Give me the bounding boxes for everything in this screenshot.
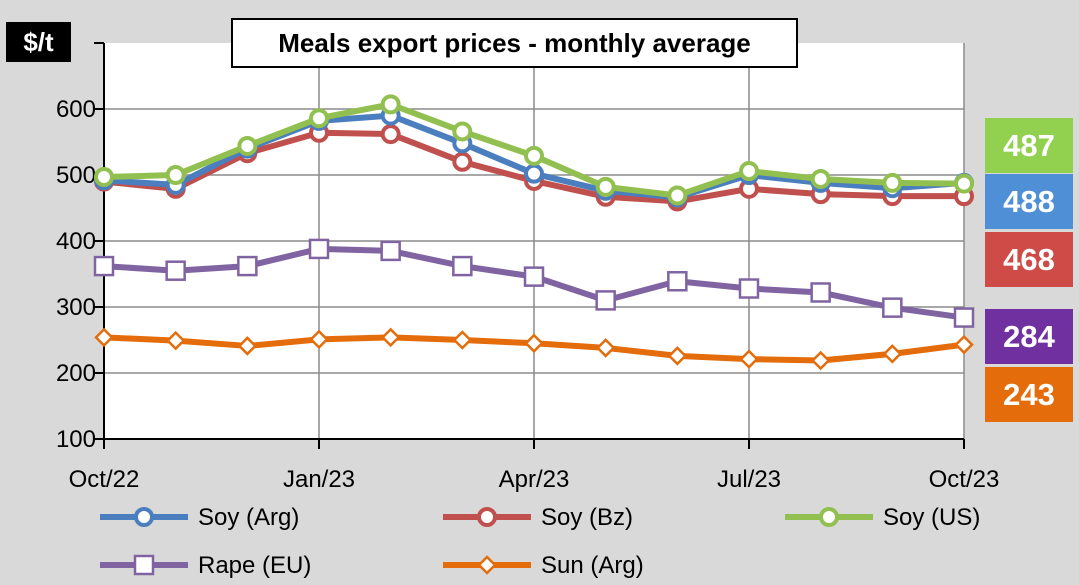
data-point-sun-arg: [452, 330, 473, 350]
title-box: [231, 18, 798, 68]
data-point-rape-eu: [165, 260, 186, 281]
data-point-sun-arg: [667, 346, 688, 366]
legend-label: Soy (Arg): [198, 504, 299, 531]
data-point-rape-eu: [738, 278, 760, 299]
tick-labels: 100 200 300 400 500 600 Oct/22 Jan/23 Apr/23 Jul/…: [56, 96, 999, 493]
data-point-soy-us: [94, 166, 114, 187]
end-badge-box: [985, 232, 1073, 287]
legend-label: Soy (Bz): [541, 504, 633, 531]
legend-marker: [477, 555, 497, 575]
end-badge-value: 487: [1003, 128, 1055, 163]
data-point-sun-arg: [882, 344, 903, 364]
legend: Soy (Arg) Soy (Bz) Soy (US) Rape (EU) Sun (A…: [100, 504, 980, 579]
data-point-soy-us: [309, 108, 329, 129]
data-point-soy-us: [237, 135, 258, 156]
data-point-rape-eu: [308, 238, 330, 260]
series-lines: [93, 94, 975, 371]
end-badge: 468: [985, 232, 1073, 287]
y-tick-label: 200: [56, 360, 96, 387]
y-tick-label: 100: [56, 426, 96, 453]
end-badge-box: [985, 118, 1073, 173]
data-point-rape-eu: [667, 271, 688, 292]
x-tick-label: Oct/22: [69, 466, 140, 493]
data-point-sun-arg: [954, 334, 974, 355]
data-point-soy-us: [882, 172, 903, 193]
data-point-rape-eu: [523, 266, 545, 287]
data-point-sun-arg: [595, 338, 616, 358]
data-point-sun-arg: [380, 327, 401, 348]
unit-label: $/t: [23, 27, 54, 57]
x-tick-label: Jul/23: [717, 466, 781, 493]
data-point-soy-us: [524, 145, 544, 166]
data-point-soy-bz: [452, 151, 473, 172]
data-point-rape-eu: [810, 282, 831, 303]
y-tick-label: 300: [56, 294, 96, 321]
data-point-soy-us: [667, 185, 688, 206]
data-point-soy-us: [165, 165, 186, 185]
x-tick-label: Oct/23: [929, 466, 1000, 493]
end-badge-box: [985, 367, 1073, 422]
end-badge-value: 284: [1003, 319, 1055, 354]
end-value-badges: 487 488 468 284 243: [985, 118, 1073, 422]
y-tick-label: 600: [56, 96, 96, 123]
x-tick-label: Apr/23: [499, 466, 570, 493]
data-point-sun-arg: [94, 327, 114, 348]
data-point-soy-us: [954, 173, 974, 194]
data-point-soy-us: [739, 161, 759, 182]
data-point-sun-arg: [810, 350, 831, 371]
legend-item-soy-arg: Soy (Arg): [100, 504, 299, 531]
legend-item-rape-eu: Rape (EU): [100, 552, 311, 579]
data-point-rape-eu: [452, 255, 473, 277]
end-badge-box: [985, 309, 1073, 364]
end-badge-value: 488: [1003, 184, 1055, 219]
y-tick-label: 500: [56, 162, 96, 189]
axes: [94, 42, 965, 449]
end-badge-value: 468: [1003, 242, 1055, 277]
data-point-rape-eu: [93, 255, 115, 277]
data-point-sun-arg: [309, 329, 329, 350]
legend-item-soy-bz: Soy (Bz): [443, 504, 633, 531]
data-point-soy-us: [595, 176, 616, 197]
legend-item-sun-arg: Sun (Arg): [443, 552, 644, 579]
legend-marker: [134, 507, 154, 527]
data-point-rape-eu: [380, 240, 401, 262]
legend-label: Sun (Arg): [541, 552, 644, 579]
data-point-rape-eu: [882, 297, 903, 318]
data-point-sun-arg: [524, 333, 544, 354]
legend-label: Rape (EU): [198, 552, 311, 579]
unit-box: [6, 22, 71, 62]
data-point-soy-us: [810, 168, 831, 189]
chart-title: Meals export prices - monthly average: [278, 28, 751, 58]
end-badge-box: [985, 174, 1073, 229]
data-point-soy-arg: [524, 163, 544, 184]
x-tick-label: Jan/23: [283, 466, 355, 493]
y-tick-label: 400: [56, 228, 96, 255]
end-badge: 284: [985, 309, 1073, 364]
data-point-sun-arg: [237, 336, 258, 356]
data-point-soy-us: [380, 94, 401, 115]
data-point-rape-eu: [953, 307, 975, 328]
data-point-soy-bz: [380, 124, 401, 145]
legend-marker: [819, 507, 839, 527]
end-badge: 487: [985, 118, 1073, 173]
end-badge: 243: [985, 367, 1073, 422]
legend-marker: [133, 554, 155, 576]
data-point-sun-arg: [739, 349, 759, 369]
legend-marker: [477, 507, 497, 527]
legend-item-soy-us: Soy (US): [785, 504, 980, 531]
data-point-soy-us: [452, 121, 473, 142]
data-point-rape-eu: [595, 290, 616, 311]
data-point-rape-eu: [237, 255, 258, 277]
end-badge: 488: [985, 174, 1073, 229]
series-rape-eu: [93, 238, 975, 328]
data-point-sun-arg: [165, 330, 186, 351]
end-badge-value: 243: [1003, 377, 1055, 412]
series-sun-arg: [94, 327, 974, 371]
legend-label: Soy (US): [883, 504, 980, 531]
series-soy-us: [94, 94, 974, 206]
